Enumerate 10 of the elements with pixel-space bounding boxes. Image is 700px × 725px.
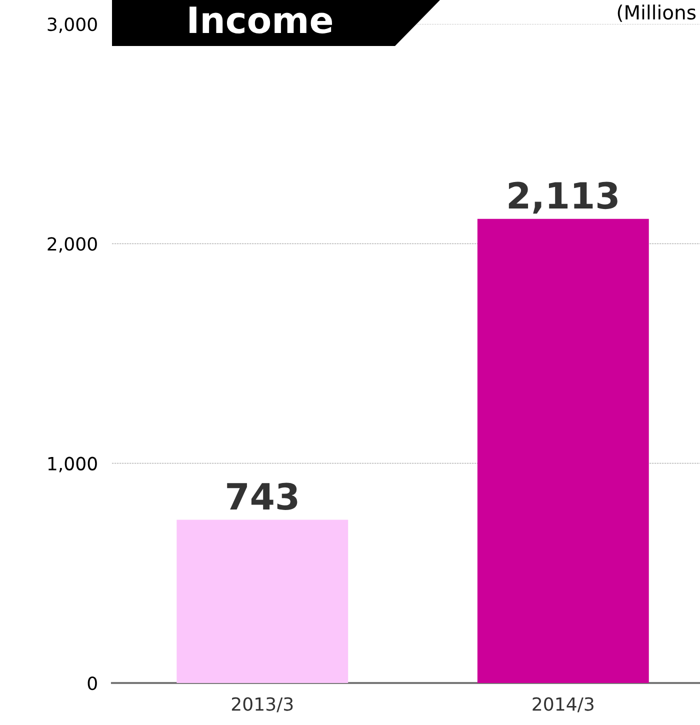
- data-label: 743: [227, 482, 298, 510]
- data-label: 2,113: [508, 182, 618, 214]
- x-tick-label: 2013/3: [232, 697, 293, 712]
- y-tick-label: 3,000: [48, 17, 97, 33]
- y-tick-label: 2,000: [48, 237, 97, 253]
- text: (Millions: [618, 4, 696, 22]
- y-tick-label: 1,000: [48, 456, 97, 472]
- chart-title: Income: [190, 6, 332, 34]
- y-tick-label: 0: [88, 676, 97, 690]
- x-tick-label: 2014/3: [532, 697, 594, 712]
